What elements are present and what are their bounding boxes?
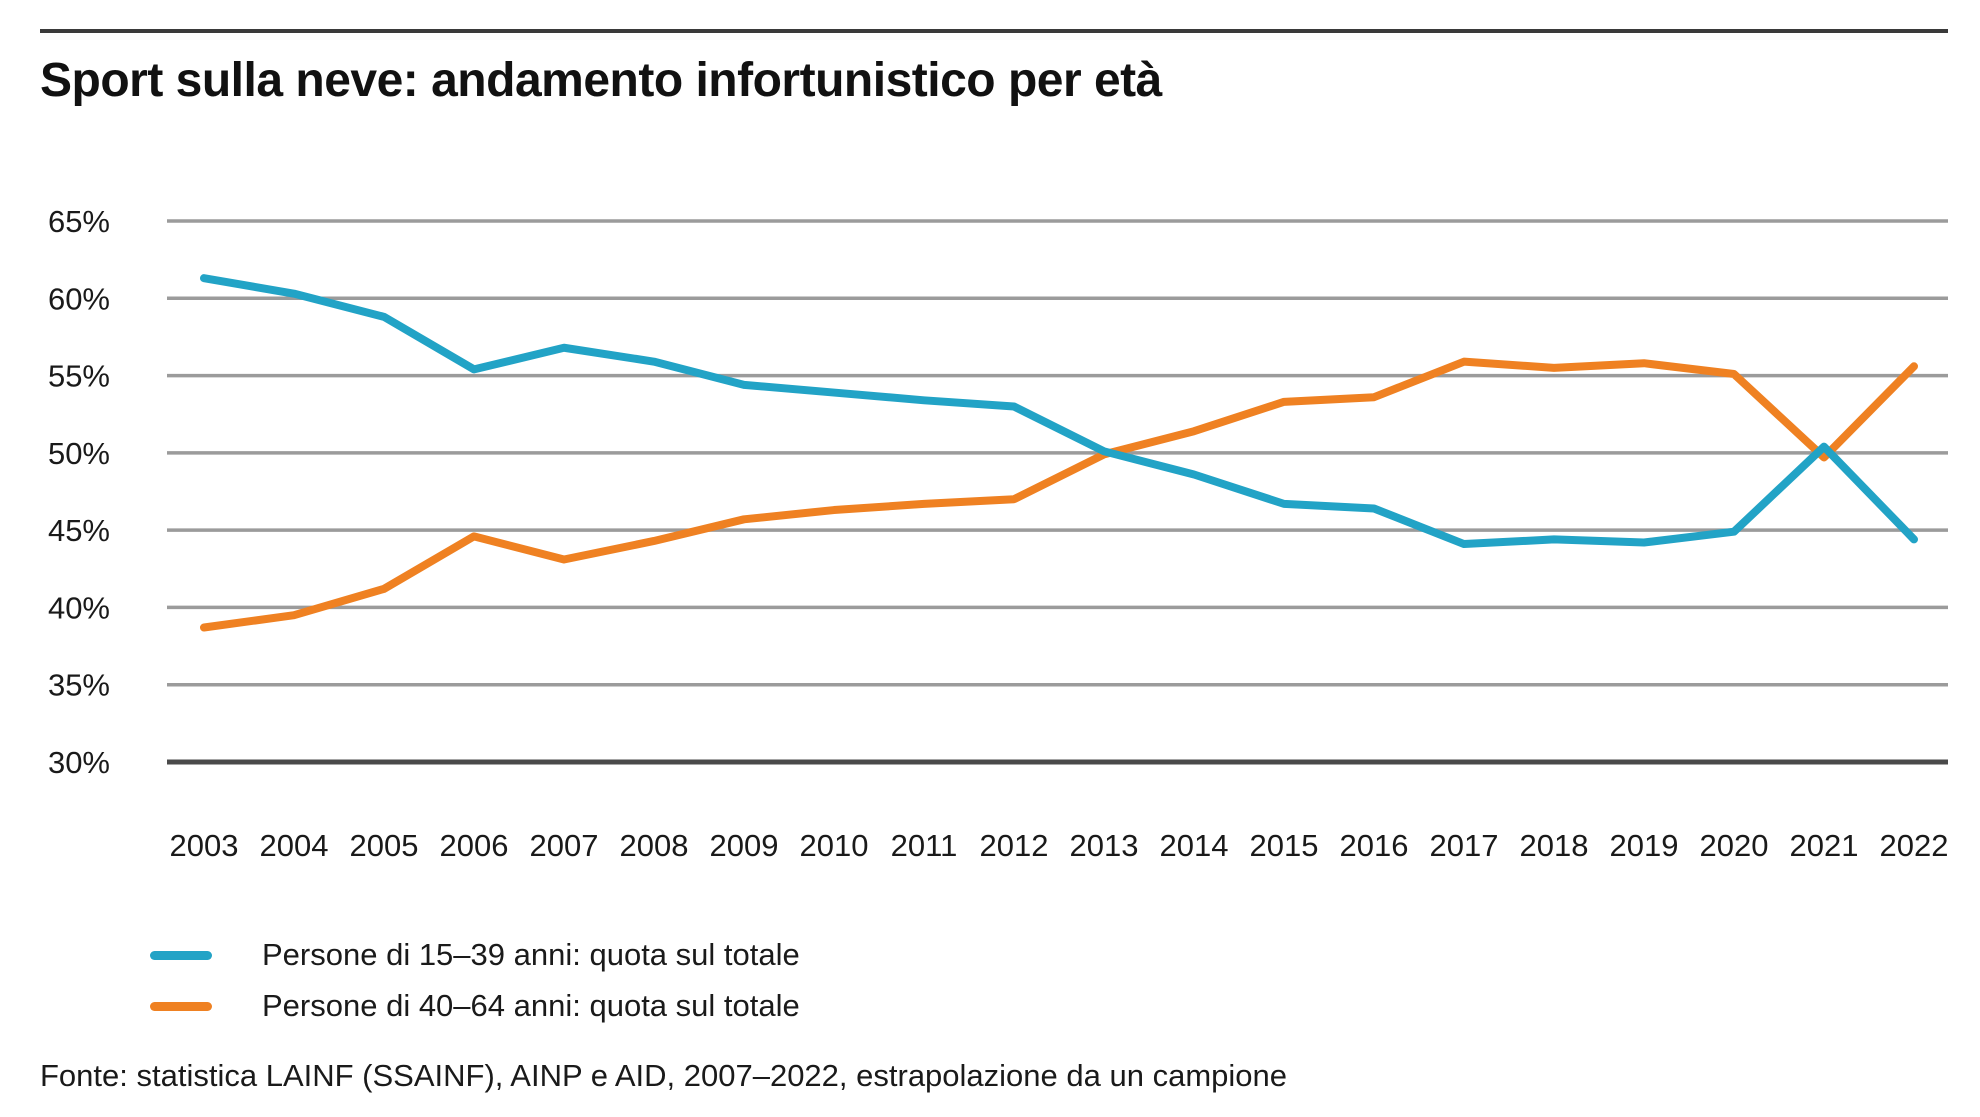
x-tick-2014: 2014 [1160,828,1229,863]
y-tick-50: 50% [48,436,110,471]
x-tick-2011: 2011 [891,828,958,863]
x-tick-2006: 2006 [440,828,509,863]
x-tick-2010: 2010 [800,828,869,863]
legend-swatch-15-39-icon [150,950,212,960]
legend-item-15-39: Persone di 15–39 anni: quota sul totale [150,937,800,972]
x-tick-2005: 2005 [350,828,419,863]
x-tick-2018: 2018 [1520,828,1589,863]
series-line-40-64 [200,357,1918,632]
x-tick-2021: 2021 [1790,828,1859,863]
x-tick-2017: 2017 [1430,828,1499,863]
x-tick-2015: 2015 [1250,828,1319,863]
legend-label-15-39: Persone di 15–39 anni: quota sul totale [262,937,800,972]
x-tick-2003: 2003 [170,828,239,863]
top-rule [40,29,1948,33]
y-tick-40: 40% [48,590,110,625]
legend-label-40-64: Persone di 40–64 anni: quota sul totale [262,988,800,1023]
source-note: Fonte: statistica LAINF (SSAINF), AINP e… [40,1058,1287,1093]
x-tick-2008: 2008 [620,828,689,863]
legend-swatch-40-64-icon [150,1001,212,1011]
y-tick-30: 30% [48,745,110,780]
legend-item-40-64: Persone di 40–64 anni: quota sul totale [150,988,800,1023]
x-tick-2022: 2022 [1880,828,1949,863]
x-tick-2016: 2016 [1340,828,1409,863]
x-tick-2004: 2004 [260,828,329,863]
y-tick-60: 60% [48,281,110,316]
legend: Persone di 15–39 anni: quota sul totale … [150,937,800,1023]
x-tick-2019: 2019 [1610,828,1679,863]
y-tick-65: 65% [48,204,110,239]
y-tick-55: 55% [48,359,110,394]
x-tick-2012: 2012 [980,828,1049,863]
series-line-15-39 [200,274,1918,549]
x-tick-2013: 2013 [1070,828,1139,863]
x-tick-2020: 2020 [1700,828,1769,863]
x-tick-2007: 2007 [530,828,599,863]
y-tick-45: 45% [48,513,110,548]
y-tick-35: 35% [48,668,110,703]
chart-title: Sport sulla neve: andamento infortunisti… [40,54,1162,107]
x-tick-2009: 2009 [710,828,779,863]
